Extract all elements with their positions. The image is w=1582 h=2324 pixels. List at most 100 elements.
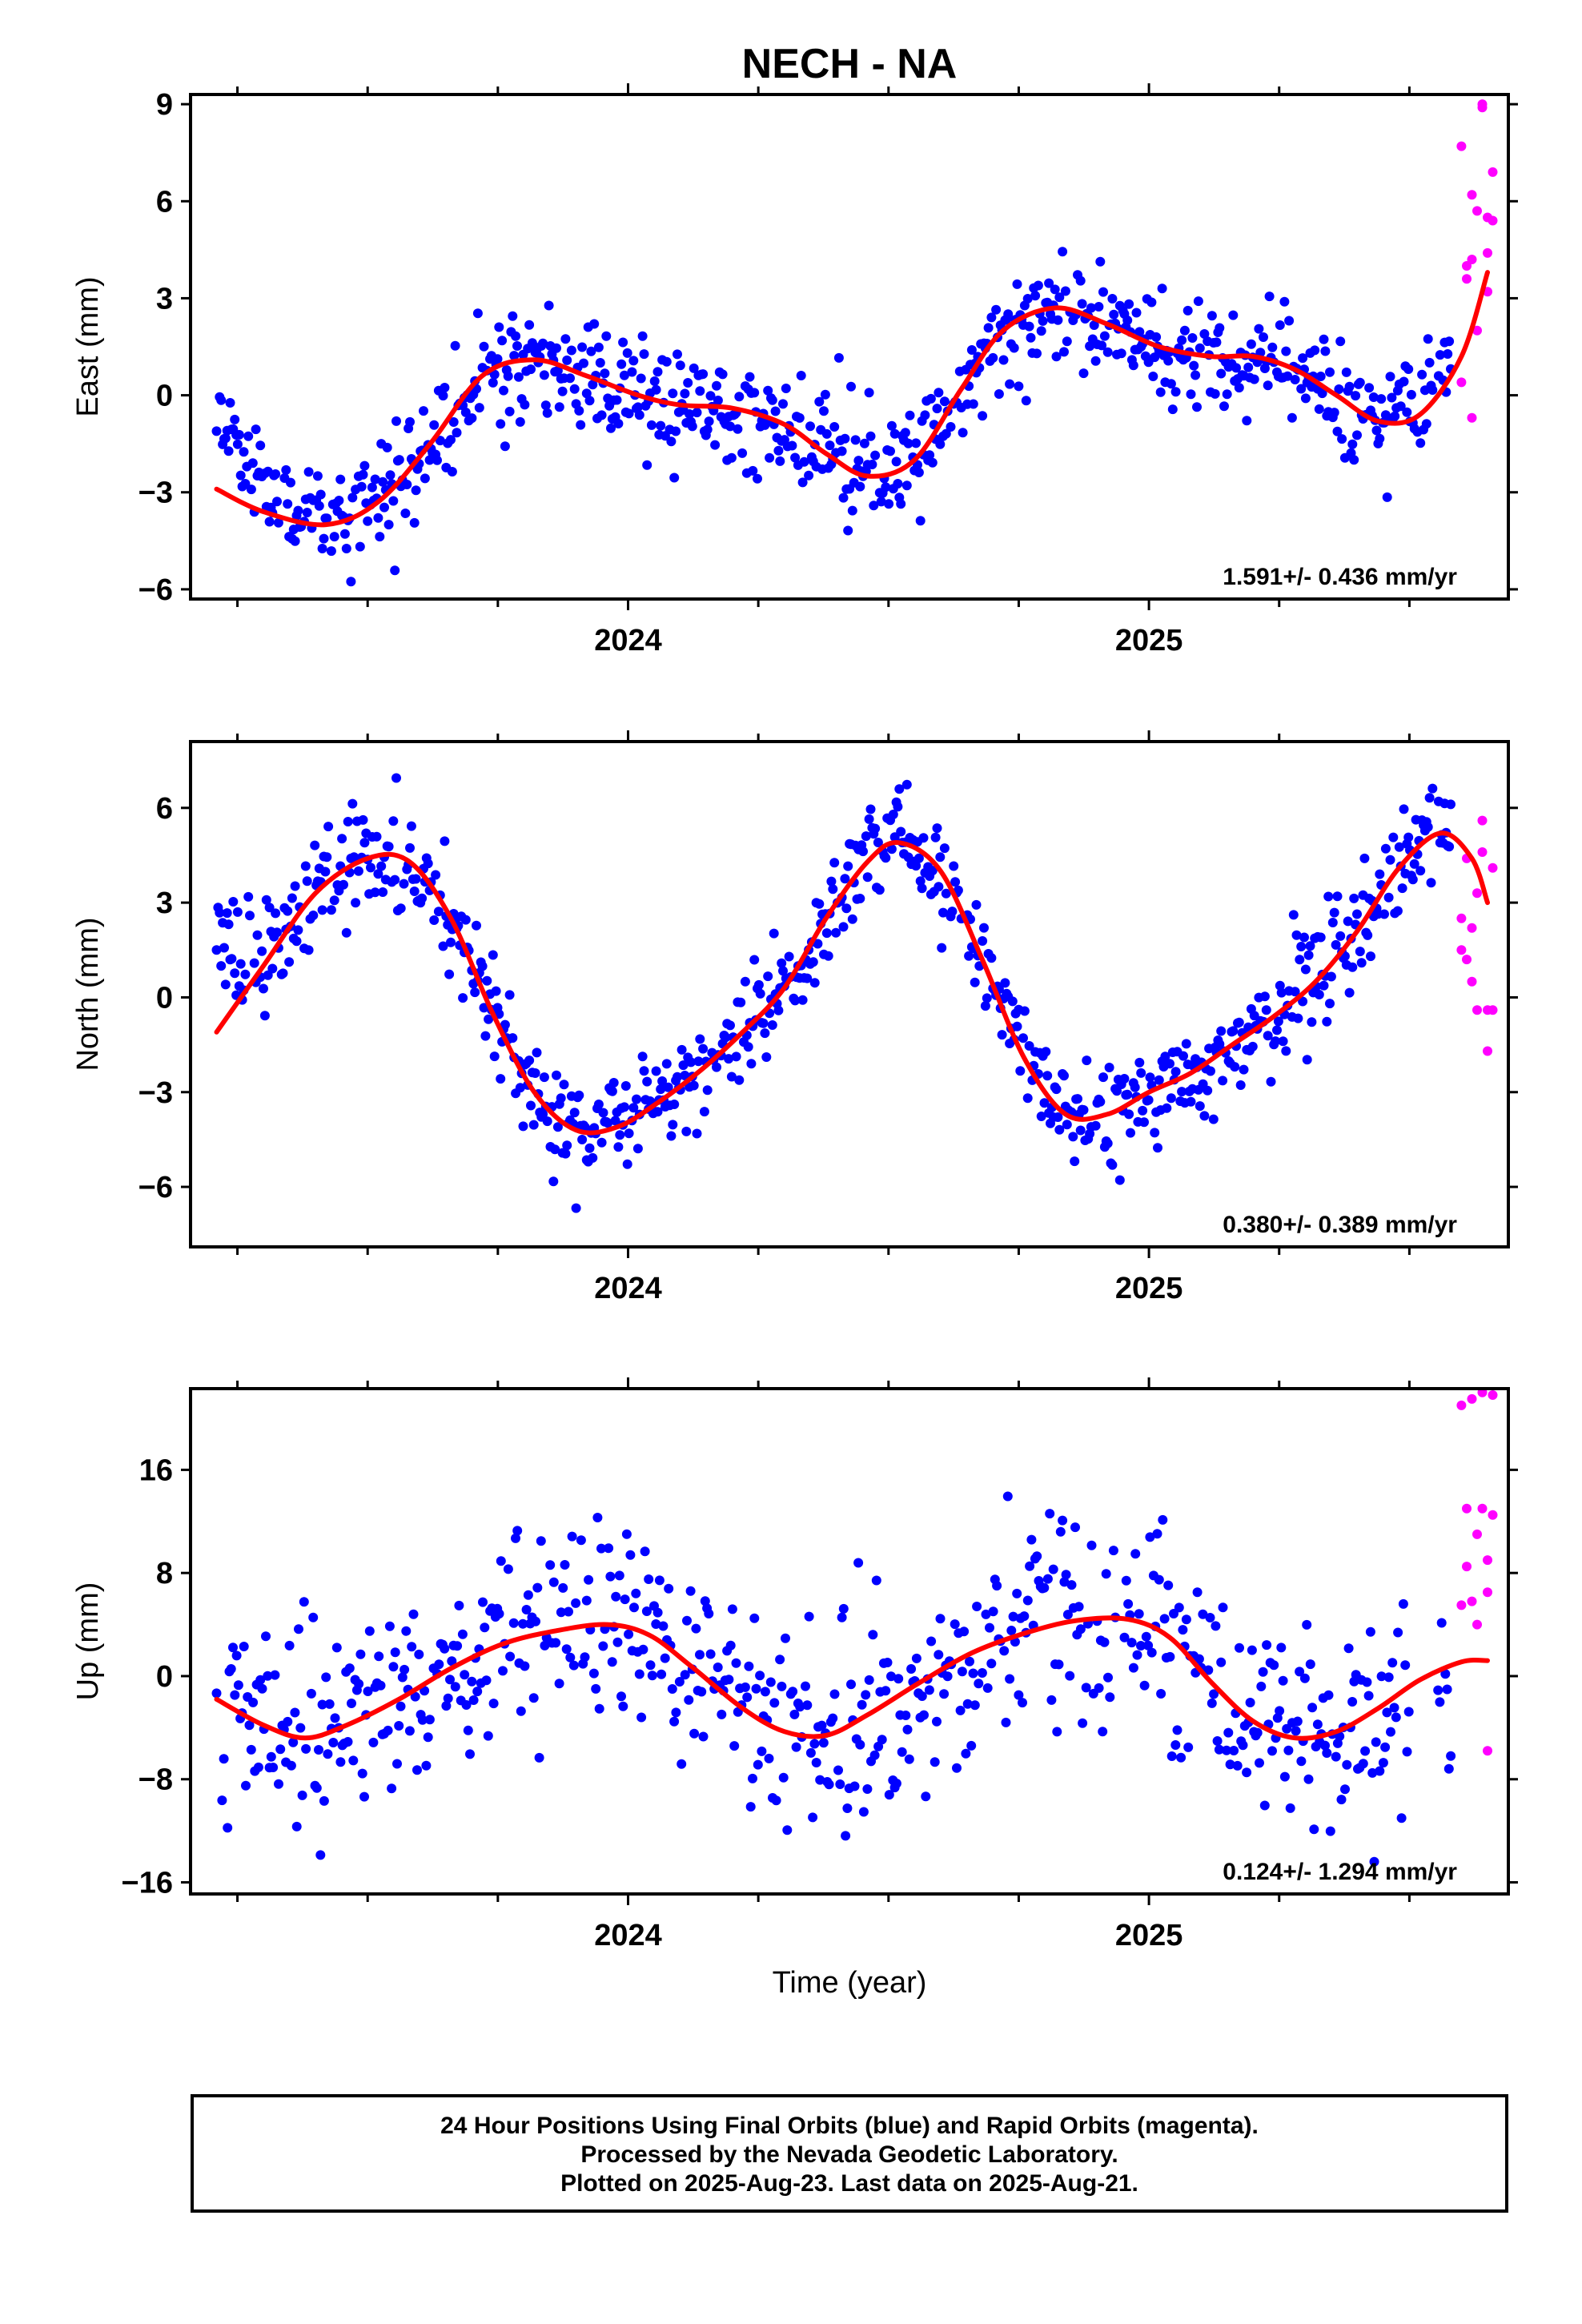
final-point — [241, 1780, 251, 1791]
final-point — [1151, 332, 1162, 342]
final-point — [1032, 348, 1042, 359]
final-point — [959, 1626, 970, 1637]
final-point — [667, 1684, 677, 1694]
final-point — [1001, 1717, 1011, 1727]
final-point — [760, 1028, 770, 1039]
final-point — [421, 1760, 432, 1771]
x-tick-label: 2025 — [1115, 624, 1183, 657]
final-point — [817, 1720, 827, 1731]
final-point — [1122, 316, 1133, 325]
final-point — [913, 853, 924, 863]
final-point — [1026, 1534, 1037, 1545]
final-point — [1255, 1758, 1264, 1768]
final-point — [1278, 1036, 1288, 1047]
final-point — [283, 906, 293, 916]
final-point — [755, 1671, 765, 1681]
final-point — [511, 1533, 520, 1543]
final-point — [1314, 990, 1324, 999]
final-point — [955, 1705, 966, 1715]
final-point — [1007, 996, 1018, 1007]
final-point — [1025, 1561, 1035, 1571]
final-point — [363, 1687, 373, 1696]
final-point — [405, 416, 415, 427]
final-point — [1070, 1522, 1080, 1533]
rapid-point — [1472, 1619, 1482, 1630]
final-point — [614, 1570, 624, 1581]
final-point — [481, 1675, 492, 1686]
final-point — [829, 858, 840, 868]
final-point — [1378, 1758, 1388, 1768]
final-point — [1273, 1016, 1283, 1027]
final-point — [1018, 1698, 1027, 1708]
final-point — [942, 1671, 953, 1682]
final-point — [1073, 1094, 1082, 1104]
final-point — [934, 388, 944, 398]
final-point — [300, 861, 311, 871]
final-point — [700, 1596, 710, 1606]
final-point — [554, 1679, 564, 1689]
final-point — [317, 905, 327, 915]
final-point — [893, 479, 903, 489]
final-point — [1070, 1156, 1080, 1167]
final-point — [467, 413, 477, 424]
final-point — [661, 356, 672, 367]
final-point — [538, 338, 548, 348]
final-point — [1065, 1671, 1075, 1681]
final-point — [484, 1014, 494, 1024]
final-point — [911, 438, 921, 448]
final-point — [564, 1606, 573, 1617]
final-point — [939, 1689, 950, 1699]
final-point — [1366, 951, 1375, 962]
final-point — [1066, 1580, 1077, 1590]
final-point — [1307, 1703, 1318, 1713]
final-point — [235, 470, 246, 480]
final-point — [223, 919, 234, 930]
final-point — [1030, 291, 1041, 301]
final-point — [1393, 1627, 1403, 1638]
final-point — [577, 1135, 588, 1144]
final-point — [978, 936, 988, 946]
final-point — [901, 1711, 911, 1720]
final-point — [1078, 368, 1089, 379]
final-point — [1182, 305, 1193, 316]
final-point — [1187, 333, 1198, 343]
rapid-point — [1472, 888, 1482, 899]
final-point — [737, 448, 748, 458]
final-point — [977, 1668, 987, 1678]
final-point — [1102, 347, 1113, 357]
final-point — [409, 887, 420, 896]
final-point — [243, 431, 254, 441]
final-point — [559, 1080, 569, 1090]
final-point — [1383, 892, 1394, 903]
final-point — [317, 544, 327, 553]
final-point — [548, 1577, 559, 1587]
final-point — [1325, 367, 1335, 377]
final-point — [809, 1739, 820, 1749]
final-point — [843, 525, 853, 536]
y-tick-label: −3 — [139, 1076, 173, 1110]
final-point — [656, 1669, 667, 1679]
final-point — [889, 428, 900, 439]
final-point — [1051, 1084, 1062, 1095]
final-point — [1376, 1671, 1387, 1682]
final-point — [400, 509, 411, 518]
final-point — [1039, 1098, 1050, 1108]
final-point — [556, 1093, 566, 1104]
final-point — [552, 1070, 561, 1080]
final-point — [1262, 1640, 1272, 1651]
final-point — [753, 979, 764, 990]
final-points — [211, 773, 1456, 1213]
final-point — [500, 441, 510, 452]
final-point — [1126, 1128, 1135, 1138]
final-point — [805, 421, 815, 432]
final-point — [1055, 1526, 1066, 1537]
final-point — [374, 1651, 384, 1662]
final-point — [1045, 1509, 1055, 1519]
final-point — [303, 945, 314, 955]
final-point — [1358, 1759, 1368, 1769]
final-point — [1105, 1692, 1115, 1703]
final-point — [251, 424, 261, 435]
final-point — [939, 843, 950, 854]
final-point — [843, 861, 853, 871]
final-point — [767, 395, 777, 405]
